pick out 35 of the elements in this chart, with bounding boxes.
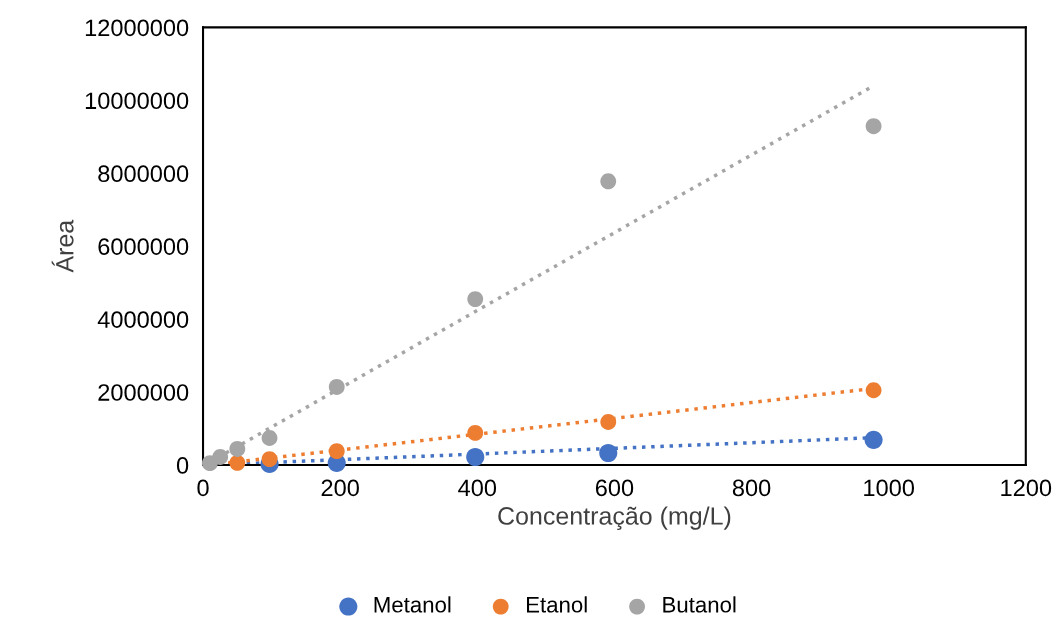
point — [600, 414, 617, 430]
y-tick-label: 12000000 — [85, 19, 189, 37]
point — [865, 118, 882, 135]
x-tick-label: 400 — [458, 479, 497, 497]
x-tick-label: 1200 — [1001, 479, 1052, 497]
point — [229, 454, 246, 471]
y-tick-label: 4000000 — [97, 311, 189, 328]
x-tick-label: 600 — [595, 479, 634, 497]
point — [467, 291, 484, 307]
point — [229, 441, 246, 457]
y-axis-title: Área — [51, 219, 74, 273]
x-tick-label: 1000 — [864, 479, 915, 497]
point — [212, 449, 229, 465]
x-tick-label: 800 — [732, 479, 771, 497]
y-tick-label: 0 — [176, 457, 189, 474]
point — [864, 430, 883, 449]
point — [599, 443, 618, 463]
point — [328, 443, 345, 460]
y-tick-label: 2000000 — [98, 384, 189, 401]
legend-label: Etanol — [527, 596, 587, 613]
legend-label: Metanol — [374, 596, 451, 613]
x-axis-title: Concentração (mg/L) — [498, 506, 731, 530]
point — [865, 382, 882, 399]
point — [261, 451, 278, 468]
y-tick-label: 10000000 — [85, 92, 189, 110]
legend-label: Butanol — [663, 596, 736, 613]
y-tick-label: 6000000 — [98, 238, 189, 255]
point — [261, 430, 278, 446]
point — [467, 425, 484, 441]
x-tick-label: 200 — [321, 479, 359, 497]
point — [466, 447, 485, 467]
x-tick-label: 0 — [197, 479, 209, 497]
point — [328, 379, 345, 395]
y-tick-label: 8000000 — [98, 165, 189, 183]
point — [600, 173, 617, 190]
